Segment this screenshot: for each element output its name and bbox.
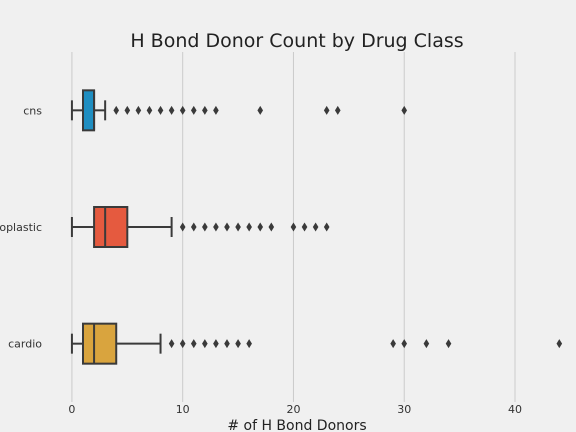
outlier-point — [334, 105, 341, 115]
outlier-point — [168, 339, 175, 349]
outlier-point — [390, 339, 396, 349]
x-tick-label: 30 — [397, 403, 411, 416]
outlier-point — [290, 222, 297, 232]
box-group-cardio — [70, 322, 563, 365]
outlier-point — [213, 105, 219, 115]
outlier-point — [213, 339, 219, 349]
outlier-point — [190, 339, 197, 349]
iqr-box — [82, 322, 118, 365]
y-tick-label: antineoplastic — [0, 221, 42, 234]
outlier-point — [323, 105, 330, 115]
outlier-point — [202, 339, 208, 349]
outlier-point — [268, 222, 275, 232]
outlier-point — [445, 339, 452, 349]
outlier-point — [179, 222, 186, 232]
outlier-point — [257, 222, 264, 232]
outlier-point — [157, 105, 164, 115]
outlier-point — [202, 222, 208, 232]
outlier-point — [312, 222, 319, 232]
boxes-layer — [70, 89, 563, 365]
outlier-point — [323, 222, 330, 232]
box-group-antineoplastic — [70, 206, 330, 248]
outlier-point — [423, 339, 430, 349]
outlier-point — [135, 105, 142, 115]
x-tick-label: 0 — [68, 403, 75, 416]
iqr-box — [82, 89, 96, 132]
outlier-point — [224, 339, 230, 349]
outlier-point — [246, 339, 252, 349]
x-axis-label: # of H Bond Donors — [227, 418, 366, 432]
iqr-box — [93, 206, 129, 248]
tick-labels: 0 10 20 30 40 cns antineoplastic cardio — [0, 104, 522, 416]
outlier-point — [124, 105, 131, 115]
outlier-point — [190, 105, 197, 115]
outlier-point — [179, 339, 186, 349]
y-tick-label: cns — [23, 104, 42, 117]
outlier-point — [235, 339, 241, 349]
outlier-point — [224, 222, 230, 232]
x-tick-label: 20 — [286, 403, 300, 416]
outlier-point — [190, 222, 197, 232]
outlier-point — [401, 339, 408, 349]
outlier-point — [202, 105, 208, 115]
outlier-point — [113, 105, 120, 115]
outlier-point — [146, 105, 153, 115]
outlier-point — [556, 339, 563, 349]
outlier-point — [301, 222, 308, 232]
outlier-point — [235, 222, 241, 232]
x-tick-label: 40 — [508, 403, 522, 416]
box-group-cns — [70, 89, 408, 132]
outlier-point — [168, 105, 175, 115]
outlier-point — [401, 105, 408, 115]
outlier-point — [213, 222, 219, 232]
outlier-point — [257, 105, 264, 115]
outlier-point — [179, 105, 186, 115]
outlier-point — [246, 222, 252, 232]
y-tick-label: cardio — [8, 338, 42, 351]
x-tick-label: 10 — [176, 403, 190, 416]
chart-title: H Bond Donor Count by Drug Class — [130, 30, 463, 52]
